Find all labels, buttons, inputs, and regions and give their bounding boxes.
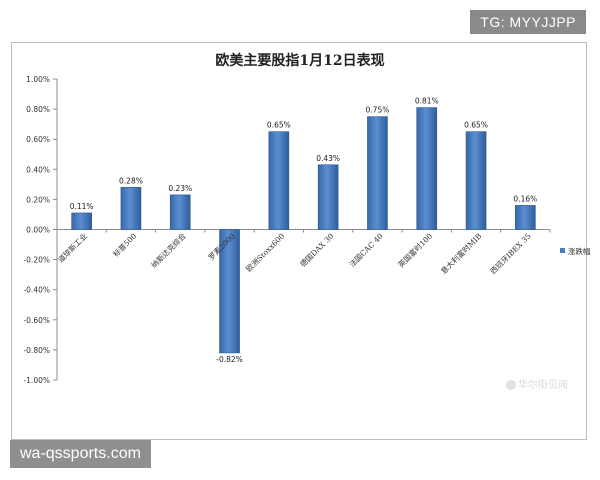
x-tick-label: 法国CAC 40 — [347, 231, 385, 269]
x-tick-label: 德国DAX 30 — [298, 231, 336, 269]
bottom-watermark-tag: wa-qssports.com — [10, 440, 151, 468]
label-layer: 0.11%道琼斯工业0.28%标普5000.23%纳斯达克综合-0.82%罗素2… — [55, 97, 537, 364]
y-tick-label: 0.20% — [26, 195, 50, 204]
y-tick-label: 0.00% — [26, 226, 50, 235]
y-tick-label: -0.40% — [23, 286, 50, 295]
legend: 涨跌幅 — [560, 246, 591, 256]
x-tick-label: 道琼斯工业 — [55, 230, 89, 264]
data-label: 0.11% — [70, 202, 94, 211]
x-tick-label: 西班牙IBEX 35 — [488, 231, 533, 276]
legend-swatch — [560, 248, 565, 253]
y-tick-label: 1.00% — [26, 75, 50, 84]
data-label: 0.65% — [267, 121, 291, 130]
bar-4 — [268, 131, 290, 230]
bar-0 — [71, 212, 92, 230]
top-watermark-tag: TG: MYYJJPP — [470, 10, 586, 34]
y-tick-label: -0.80% — [23, 346, 50, 355]
chart-frame — [11, 42, 587, 440]
y-tick-label: 0.60% — [26, 135, 50, 144]
chart-watermark-text: 华尔街见闻 — [518, 380, 568, 391]
x-tick-label: 欧洲Stoxx600 — [244, 231, 287, 274]
y-tick-label: -0.60% — [23, 316, 50, 325]
y-tick-label: -0.20% — [23, 256, 50, 265]
legend-label: 涨跌幅 — [568, 246, 591, 256]
data-label: 0.23% — [168, 184, 192, 193]
x-tick-label: 纳斯达克综合 — [149, 230, 188, 269]
data-label: 0.43% — [316, 154, 340, 163]
data-label: 0.16% — [513, 194, 537, 203]
bar-8 — [465, 131, 487, 230]
y-tick-label: 0.40% — [26, 165, 50, 174]
data-label: -0.82% — [216, 355, 243, 364]
data-label: 0.28% — [119, 176, 143, 185]
chart-watermark: 华尔街见闻 — [506, 376, 568, 391]
bar-6 — [367, 116, 388, 230]
y-tick-label: 0.80% — [26, 105, 50, 114]
bar-5 — [317, 164, 339, 230]
bar-9 — [515, 205, 536, 230]
data-label: 0.81% — [415, 97, 439, 106]
bar-7 — [416, 107, 438, 230]
x-tick-label: 意大利富时MIB — [438, 230, 483, 275]
watermark-logo-icon — [506, 380, 516, 390]
bar-3 — [219, 229, 240, 354]
bar-2 — [169, 194, 191, 230]
chart-title: 欧美主要股指1月12日表现 — [215, 53, 385, 69]
x-tick-label: 英国富时100 — [396, 231, 435, 270]
bar-1 — [120, 187, 142, 230]
data-label: 0.65% — [464, 121, 488, 130]
data-label: 0.75% — [366, 106, 390, 115]
x-tick-label: 标普500 — [111, 231, 139, 259]
y-tick-label: -1.00% — [23, 376, 50, 385]
bar-layer — [71, 107, 536, 354]
